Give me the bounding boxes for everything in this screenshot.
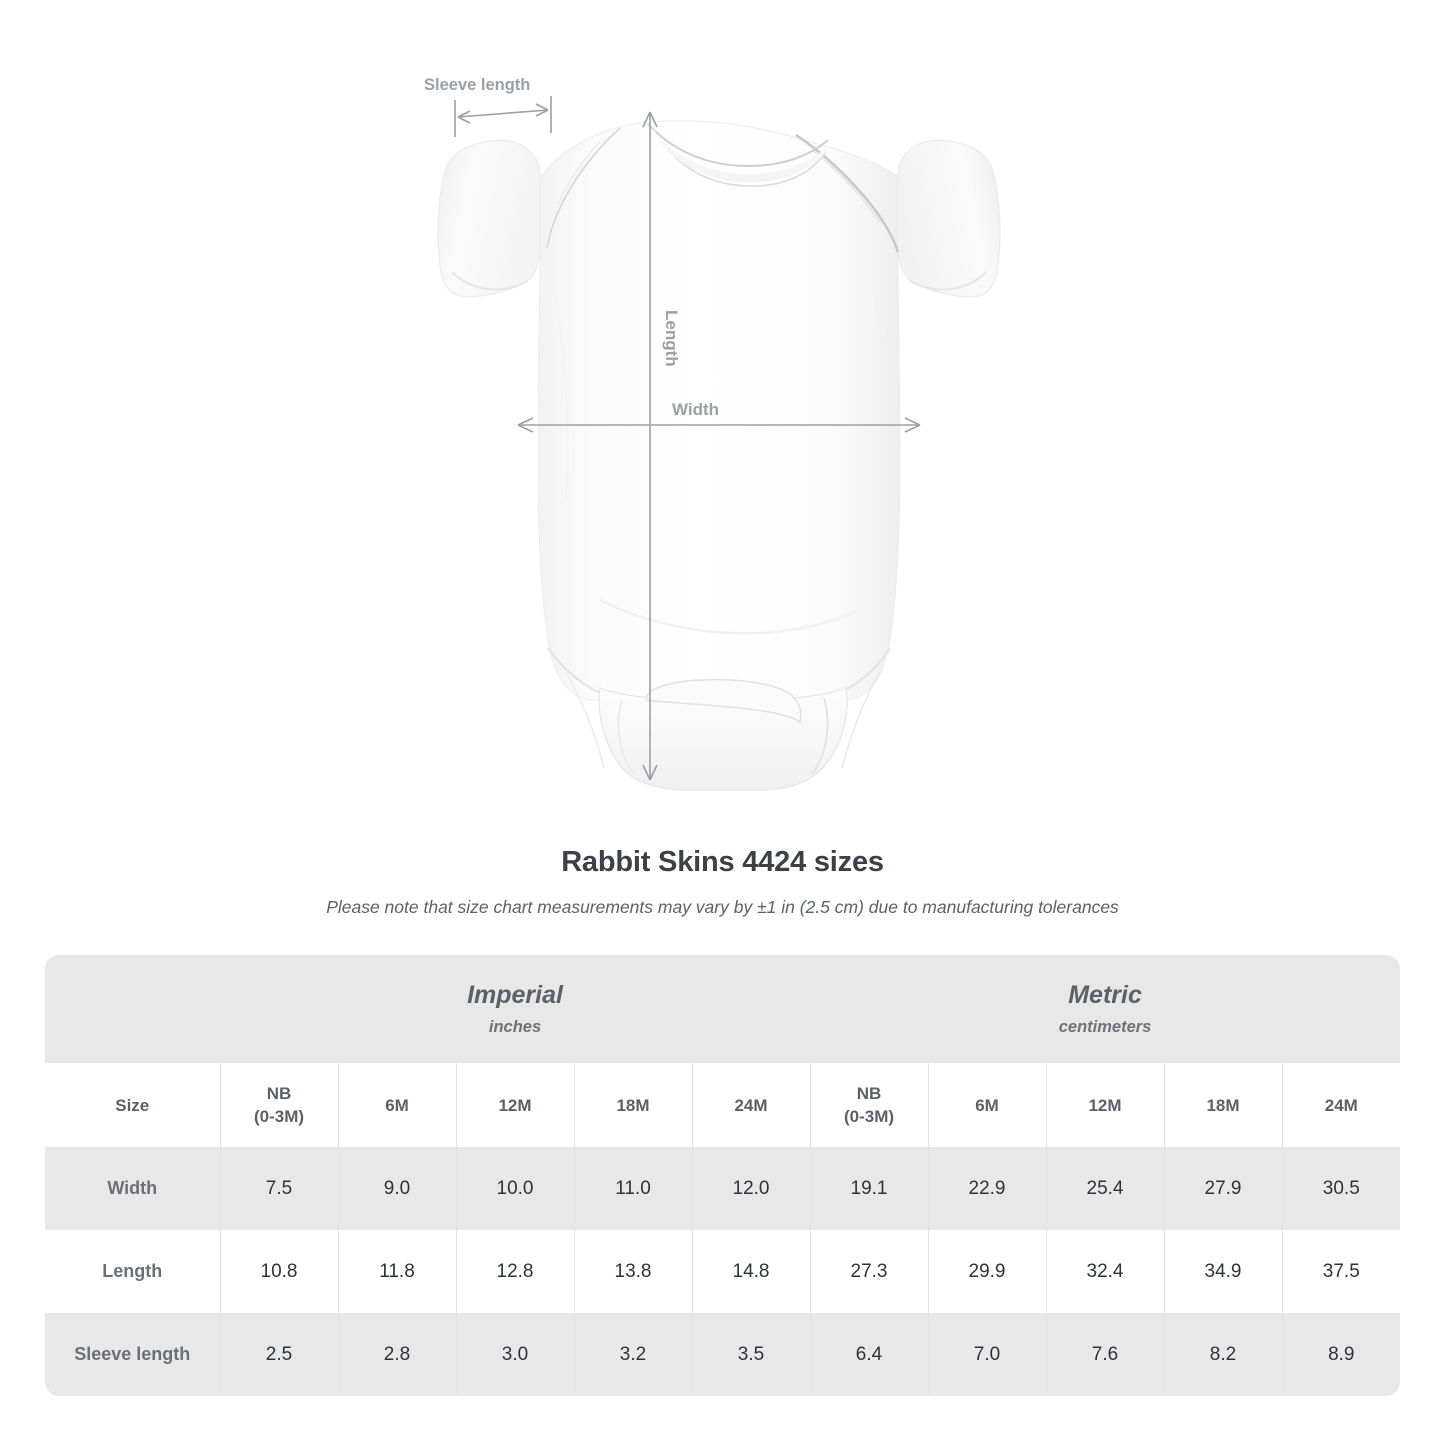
unit-band-row: Imperial inches Metric centimeters [45,955,1401,1063]
row-label-width: Width [45,1147,220,1230]
fabric-fold-3 [599,598,857,635]
unit-group-metric: Metric centimeters [810,955,1401,1063]
left-shoulder-fold [557,141,601,205]
cell-length-met-18m: 34.9 [1163,1230,1283,1313]
garment-illustration: Sleeve length Length Width [424,76,1001,791]
cell-width-imp-24m: 12.0 [691,1147,811,1230]
cell-length-imp-18m: 13.8 [573,1230,692,1313]
cell-width-met-nb: 19.1 [809,1147,929,1230]
cell-length-imp-24m: 14.8 [691,1230,811,1313]
collar-band [652,128,830,182]
cell-length-met-24m: 37.5 [1281,1230,1401,1313]
cell-length-met-nb: 27.3 [809,1230,929,1313]
imperial-subtitle: inches [488,1017,542,1036]
column-header-metric-6m: 6M [927,1063,1047,1147]
cell-length-met-6m: 29.9 [927,1230,1047,1313]
nb-sub-label: (0-3M) [253,1107,305,1126]
nb-sub-label-metric: (0-3M) [843,1107,895,1126]
cell-width-met-18m: 27.9 [1163,1147,1283,1230]
cell-width-met-12m: 25.4 [1045,1147,1165,1230]
row-label-sleeve-length: Sleeve length [45,1313,220,1396]
table-header: Imperial inches Metric centimeters Size … [45,955,1401,1147]
cell-sleeve-met-24m: 8.9 [1281,1313,1401,1396]
cell-sleeve-imp-nb: 2.5 [219,1313,338,1396]
leg-opening-left [565,671,605,769]
right-sleeve-hem [909,271,987,291]
cell-sleeve-imp-12m: 3.0 [455,1313,574,1396]
cell-length-imp-nb: 10.8 [219,1230,338,1313]
cell-sleeve-imp-18m: 3.2 [573,1313,692,1396]
metric-subtitle: centimeters [1058,1017,1152,1036]
table-row-sleeve-length: Sleeve length 2.5 2.8 3.0 3.2 3.5 6.4 7.… [45,1313,1401,1396]
garment-diagram: Sleeve length Length Width [424,76,1001,791]
crotch-stitch-right [811,697,829,775]
imperial-title: Imperial [467,980,563,1009]
cell-width-imp-nb: 7.5 [219,1147,338,1230]
length-label: Length [662,310,681,367]
column-header-imperial-12m: 12M [455,1063,574,1147]
column-header-metric-18m: 18M [1163,1063,1283,1147]
left-shoulder-seam [546,127,621,249]
bodysuit-graphic [437,120,1001,791]
column-header-imperial-6m: 6M [337,1063,456,1147]
row-label-length: Length [45,1230,220,1313]
sleeve-length-dimension: Sleeve length [424,76,552,137]
cell-length-imp-6m: 11.8 [337,1230,456,1313]
torso [537,120,901,701]
cell-width-met-6m: 22.9 [927,1147,1047,1230]
nb-main-label: NB [266,1084,292,1103]
right-sleeve [897,139,1001,298]
cell-width-met-24m: 30.5 [1281,1147,1401,1230]
nb-main-label-metric: NB [856,1084,882,1103]
cell-sleeve-imp-24m: 3.5 [691,1313,811,1396]
cell-length-met-12m: 32.4 [1045,1230,1165,1313]
fabric-fold-1 [555,299,569,501]
length-dimension: Length [642,111,681,781]
column-header-imperial-nb: NB (0-3M) [219,1063,338,1147]
cell-width-imp-6m: 9.0 [337,1147,456,1230]
column-header-size: Size [45,1063,220,1147]
size-chart-table-wrapper: Imperial inches Metric centimeters Size … [45,955,1401,1396]
sleeve-length-label: Sleeve length [424,76,530,94]
width-label: Width [672,400,719,419]
column-header-imperial-18m: 18M [573,1063,692,1147]
column-header-metric-nb: NB (0-3M) [809,1063,929,1147]
cell-sleeve-imp-6m: 2.8 [337,1313,456,1396]
cell-width-imp-12m: 10.0 [455,1147,574,1230]
leg-opening-right [841,671,881,769]
size-chart-table: Imperial inches Metric centimeters Size … [45,955,1401,1396]
metric-title: Metric [1068,980,1142,1009]
cell-sleeve-met-nb: 6.4 [809,1313,929,1396]
crotch-flap [645,678,802,724]
column-header-metric-24m: 24M [1281,1063,1401,1147]
cell-sleeve-met-6m: 7.0 [927,1313,1047,1396]
size-header-row: Size NB (0-3M) 6M 12M 18M 24M NB (0-3M) … [45,1063,1401,1147]
collar-inner [659,139,827,187]
column-header-imperial-24m: 24M [691,1063,811,1147]
table-row-length: Length 10.8 11.8 12.8 13.8 14.8 27.3 29.… [45,1230,1401,1313]
cell-sleeve-met-18m: 8.2 [1163,1313,1283,1396]
page-title: Rabbit Skins 4424 sizes [561,846,884,878]
cell-width-imp-18m: 11.0 [573,1147,692,1230]
column-header-metric-12m: 12M [1045,1063,1165,1147]
unit-group-imperial: Imperial inches [220,955,811,1063]
cell-sleeve-met-12m: 7.6 [1045,1313,1165,1396]
left-sleeve [437,139,541,298]
title-block: Rabbit Skins 4424 sizes Please note that… [0,842,1445,922]
left-sleeve-hem [451,271,529,291]
unit-band-spacer [45,955,220,1063]
width-dimension: Width [517,400,921,433]
crotch-stitch-left [617,699,635,775]
neckline [647,123,829,168]
cell-length-imp-12m: 12.8 [455,1230,574,1313]
table-row-width: Width 7.5 9.0 10.0 11.0 12.0 19.1 22.9 2… [45,1147,1401,1230]
fabric-fold-2 [875,299,887,501]
tolerance-note: Please note that size chart measurements… [326,897,1119,917]
table-body: Width 7.5 9.0 10.0 11.0 12.0 19.1 22.9 2… [45,1147,1401,1396]
